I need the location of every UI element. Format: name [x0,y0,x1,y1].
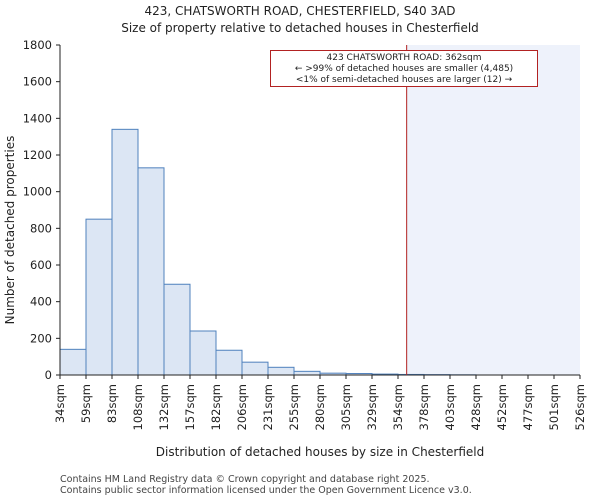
y-tick-1200: 1200 [23,148,52,162]
x-tick-501sqm: 501sqm [547,384,561,430]
bar-108sqm [137,167,165,376]
annotation-box: 423 CHATSWORTH ROAD: 362sqm ← >99% of de… [270,50,538,87]
annotation-line-2: ← >99% of detached houses are smaller (4… [294,64,514,74]
bar-206sqm [241,361,269,376]
highlight-region [406,45,580,375]
x-tick-354sqm: 354sqm [391,384,405,430]
bar-255sqm [293,370,321,376]
x-tick-255sqm: 255sqm [287,384,301,430]
annotation-line-1: 423 CHATSWORTH ROAD: 362sqm [326,53,482,63]
y-tick-800: 800 [30,221,52,235]
x-tick-280sqm: 280sqm [313,384,327,430]
y-tick-1800: 1800 [23,38,52,52]
x-tick-378sqm: 378sqm [417,384,431,430]
bar-132sqm [163,283,191,376]
chart-subtitle: Size of property relative to detached ho… [121,21,479,35]
x-tick-231sqm: 231sqm [261,384,275,430]
bar-182sqm [215,349,243,376]
y-tick-labels: 0 200 400 600 800 1000 1200 1400 1600 1800 [23,38,60,382]
annotation-line-3: <1% of semi-detached houses are larger (… [295,75,513,85]
x-tick-305sqm: 305sqm [339,384,353,430]
y-tick-1600: 1600 [23,75,52,89]
x-tick-59sqm: 59sqm [79,384,93,423]
x-tick-182sqm: 182sqm [209,384,223,430]
bar-34sqm [59,348,87,376]
x-tick-83sqm: 83sqm [105,384,119,423]
x-tick-34sqm: 34sqm [53,384,67,423]
y-tick-200: 200 [30,331,52,345]
x-tick-108sqm: 108sqm [131,384,145,430]
y-tick-1000: 1000 [23,185,52,199]
bar-157sqm [189,330,217,376]
bar-83sqm [111,128,139,376]
x-tick-452sqm: 452sqm [495,384,509,430]
bar-59sqm [85,218,113,376]
x-tick-403sqm: 403sqm [443,384,457,430]
x-tick-labels: 34sqm 59sqm 83sqm 108sqm 132sqm 157sqm 182sqm 2… [53,375,587,430]
x-tick-206sqm: 206sqm [235,384,249,430]
chart-title: 423, CHATSWORTH ROAD, CHESTERFIELD, S40 … [144,4,456,18]
x-tick-477sqm: 477sqm [521,384,535,430]
x-tick-526sqm: 526sqm [573,384,587,430]
x-tick-157sqm: 157sqm [183,384,197,430]
footer-line-2: Contains public sector information licen… [60,485,472,496]
y-axis-label: Number of detached properties [3,136,17,325]
x-tick-428sqm: 428sqm [469,384,483,430]
y-tick-1400: 1400 [23,111,52,125]
y-tick-0: 0 [45,368,52,382]
bar-231sqm [267,366,295,376]
x-tick-329sqm: 329sqm [365,384,379,430]
x-axis-label: Distribution of detached houses by size … [156,445,484,459]
x-tick-132sqm: 132sqm [157,384,171,430]
footer-line-1: Contains HM Land Registry data © Crown c… [60,474,430,485]
bar-group [59,128,477,376]
y-tick-400: 400 [30,295,52,309]
y-tick-600: 600 [30,258,52,272]
